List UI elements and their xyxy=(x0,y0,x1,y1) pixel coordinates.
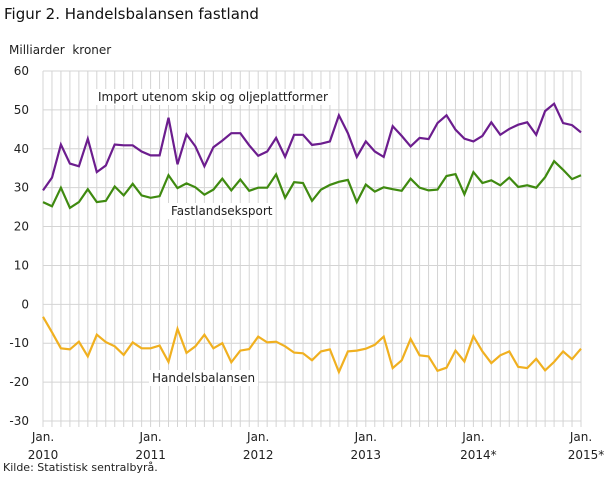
x-tick-year-label: 2013 xyxy=(351,448,382,462)
y-tick-label: 50 xyxy=(14,103,29,117)
x-tick-month-label: Jan. xyxy=(246,430,269,444)
y-tick-label: 10 xyxy=(14,258,29,272)
source-note: Kilde: Statistisk sentralbyrå. xyxy=(3,461,158,474)
x-tick-month-label: Jan. xyxy=(461,430,484,444)
x-tick-year-label: 2014* xyxy=(460,448,497,462)
x-tick-month-label: Jan. xyxy=(569,430,592,444)
x-tick-year-label: 2015* xyxy=(568,448,605,462)
y-tick-label: -10 xyxy=(9,336,29,350)
x-tick-year-label: 2010 xyxy=(28,448,59,462)
series-label-balance: Handelsbalansen xyxy=(149,370,259,386)
series-line-balance xyxy=(42,316,582,375)
x-tick-month-label: Jan. xyxy=(138,430,161,444)
y-tick-label: 60 xyxy=(14,64,29,78)
series-label-export: Fastlandseksport xyxy=(168,203,276,219)
y-axis-label: Milliarder kroner xyxy=(9,43,112,57)
series-line-import xyxy=(42,101,582,192)
x-tick-month-label: Jan. xyxy=(354,430,377,444)
y-tick-label: -20 xyxy=(9,375,29,389)
y-tick-label: 40 xyxy=(14,142,29,156)
x-tick-month-label: Jan. xyxy=(31,430,54,444)
series-line-export xyxy=(42,159,582,210)
y-tick-label: 0 xyxy=(21,297,29,311)
x-tick-year-label: 2012 xyxy=(243,448,274,462)
y-tick-label: 30 xyxy=(14,181,29,195)
x-tick-year-label: 2011 xyxy=(135,448,166,462)
chart-title: Figur 2. Handelsbalansen fastland xyxy=(4,5,259,23)
y-tick-label: 20 xyxy=(14,220,29,234)
y-tick-label: -30 xyxy=(9,414,29,428)
series-label-import: Import utenom skip og oljeplattformer xyxy=(95,89,331,105)
